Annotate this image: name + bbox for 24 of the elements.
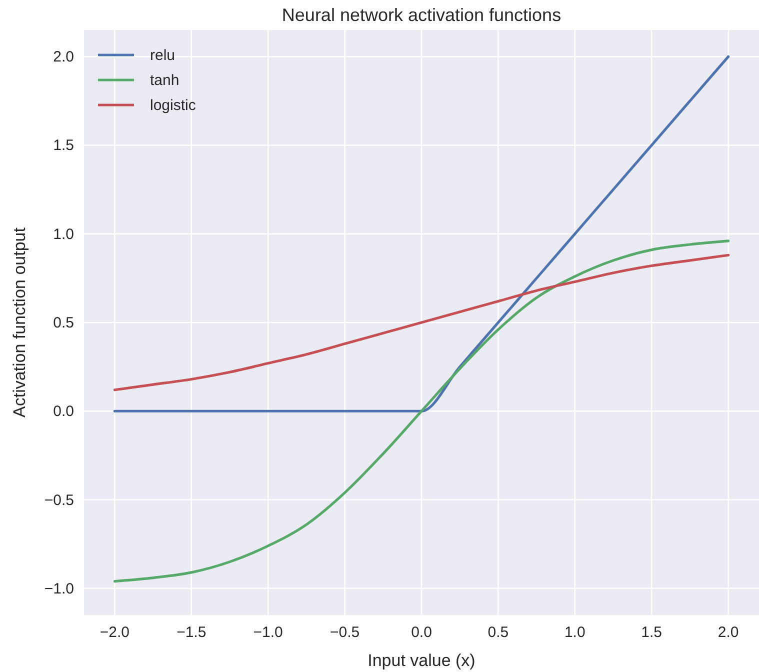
y-tick-label: 1.5 (53, 137, 74, 154)
x-tick-label: 2.0 (718, 624, 739, 641)
legend-label: logistic (150, 97, 196, 114)
x-tick-label: 0.5 (488, 624, 509, 641)
x-tick-label: −2.0 (100, 624, 130, 641)
x-tick-label: 1.0 (564, 624, 586, 641)
x-tick-label: −1.0 (253, 624, 283, 641)
y-tick-label: 1.0 (53, 226, 74, 243)
y-tick-label: 2.0 (53, 48, 74, 66)
legend-label: tanh (150, 72, 180, 89)
y-tick-label: −1.0 (44, 580, 74, 598)
y-axis-title: Activation function output (10, 227, 29, 418)
x-tick-label: 1.5 (641, 624, 662, 641)
y-tick-label: 0.0 (53, 403, 74, 420)
x-tick-label: −0.5 (330, 624, 360, 641)
x-tick-label: −1.5 (176, 624, 206, 641)
line-series (113, 254, 730, 392)
x-axis-title: Input value (x) (368, 651, 476, 670)
y-tick-label: −0.5 (44, 492, 74, 509)
x-tick-label: 0.0 (411, 624, 432, 641)
legend-label: relu (150, 47, 176, 64)
y-tick-label: 0.5 (53, 314, 74, 332)
chart-title: Neural network activation functions (282, 5, 562, 25)
line-series (113, 240, 730, 583)
